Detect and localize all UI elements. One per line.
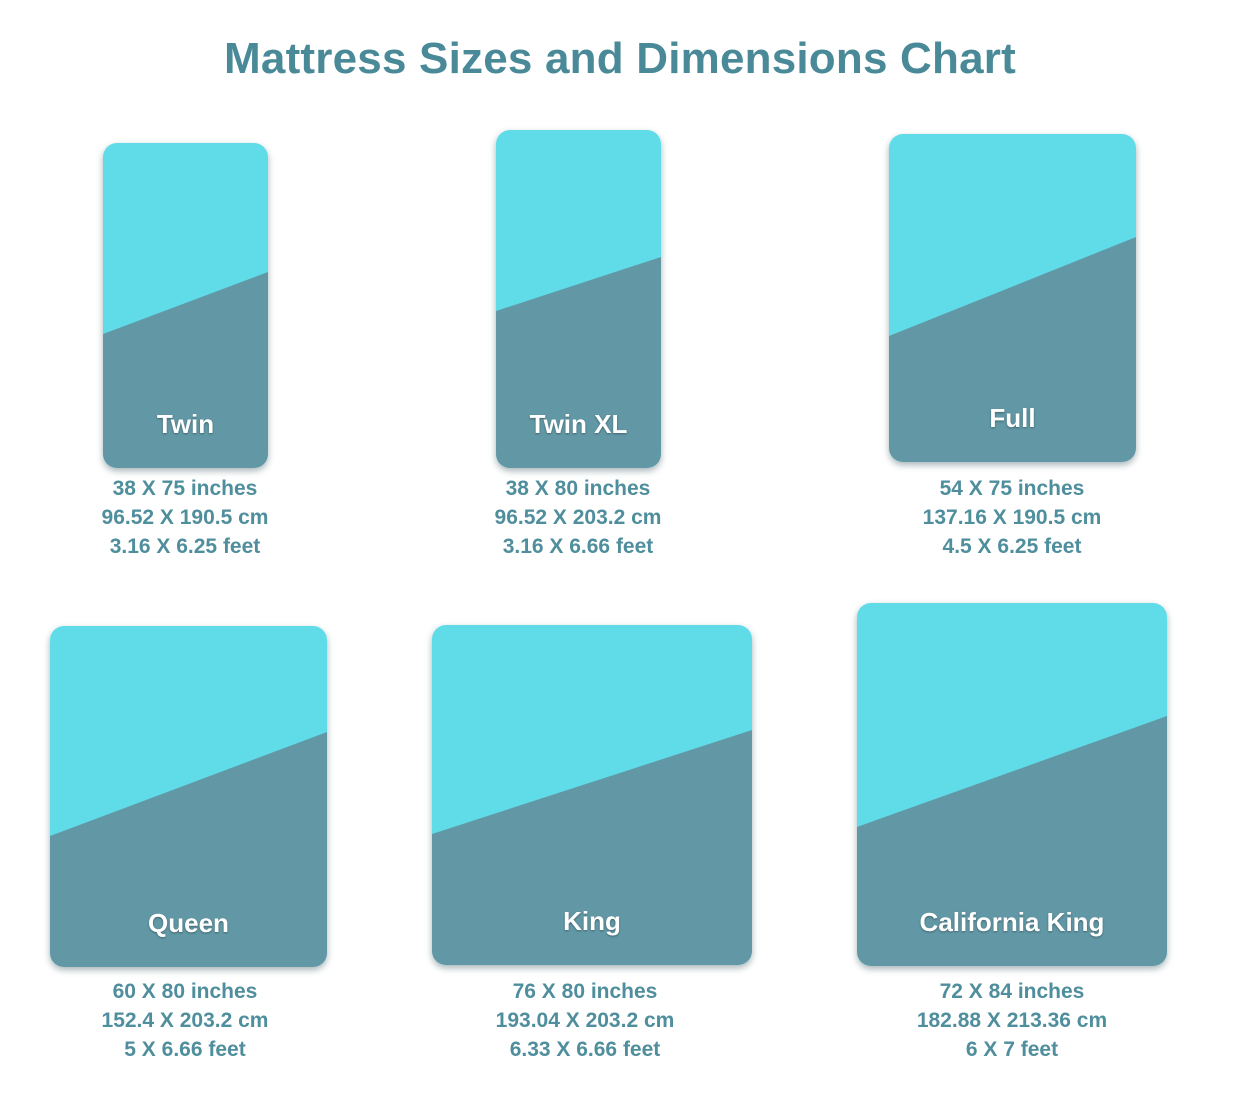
mattress-name: Twin XL: [529, 409, 628, 439]
mattress-twin-xl-dimensions: 38 X 80 inches 96.52 X 203.2 cm 3.16 X 6…: [428, 474, 728, 561]
mattress-twin: Twin: [103, 143, 268, 468]
dimension-cm: 193.04 X 203.2 cm: [495, 1009, 675, 1032]
mattress-name: California King: [919, 907, 1105, 937]
mattress-twin-dimensions: 38 X 75 inches 96.52 X 190.5 cm 3.16 X 6…: [35, 474, 335, 561]
mattress-full: Full: [889, 134, 1136, 462]
dimension-inches: 54 X 75 inches: [939, 477, 1085, 500]
mattress-name: King: [563, 906, 621, 936]
mattress-california-king-dimensions: 72 X 84 inches 182.88 X 213.36 cm 6 X 7 …: [862, 977, 1162, 1064]
mattress-king-dimensions: 76 X 80 inches 193.04 X 203.2 cm 6.33 X …: [435, 977, 735, 1064]
mattress-california-king-shape: [857, 603, 1167, 966]
mattress-name: Queen: [148, 908, 229, 938]
dimension-cm: 137.16 X 190.5 cm: [922, 506, 1102, 529]
dimension-feet: 3.16 X 6.66 feet: [502, 535, 654, 558]
dimension-cm: 96.52 X 190.5 cm: [101, 506, 269, 529]
dimension-cm: 182.88 X 213.36 cm: [916, 1009, 1108, 1032]
mattress-queen: Queen: [50, 626, 327, 967]
dimension-inches: 76 X 80 inches: [512, 980, 658, 1003]
dimension-inches: 38 X 80 inches: [505, 477, 651, 500]
mattress-king-shape: [432, 625, 752, 965]
dimension-feet: 3.16 X 6.25 feet: [109, 535, 261, 558]
dimension-feet: 4.5 X 6.25 feet: [942, 535, 1082, 558]
mattress-name: Full: [989, 403, 1036, 433]
dimension-feet: 5 X 6.66 feet: [124, 1038, 246, 1061]
dimension-inches: 72 X 84 inches: [939, 980, 1085, 1003]
mattress-full-dimensions: 54 X 75 inches 137.16 X 190.5 cm 4.5 X 6…: [862, 474, 1162, 561]
mattress-twin-xl: Twin XL: [496, 130, 661, 468]
dimension-inches: 60 X 80 inches: [112, 980, 258, 1003]
dimension-cm: 152.4 X 203.2 cm: [101, 1009, 269, 1032]
mattress-queen-dimensions: 60 X 80 inches 152.4 X 203.2 cm 5 X 6.66…: [35, 977, 335, 1064]
mattress-twin-shape: [103, 143, 268, 468]
mattress-california-king: California King: [857, 603, 1167, 966]
page-title: Mattress Sizes and Dimensions Chart: [224, 34, 1016, 83]
dimension-inches: 38 X 75 inches: [112, 477, 258, 500]
mattress-king: King: [432, 625, 752, 965]
mattress-full-shape: [889, 134, 1136, 462]
dimension-feet: 6.33 X 6.66 feet: [509, 1038, 661, 1061]
dimension-cm: 96.52 X 203.2 cm: [494, 506, 662, 529]
dimension-feet: 6 X 7 feet: [965, 1038, 1059, 1061]
mattress-name: Twin: [156, 409, 215, 439]
mattress-twin-xl-shape: [496, 130, 661, 468]
mattress-queen-shape: [50, 626, 327, 967]
